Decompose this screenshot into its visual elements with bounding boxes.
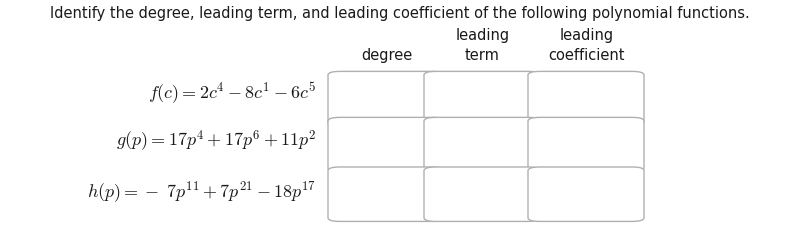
FancyBboxPatch shape [528, 167, 644, 221]
FancyBboxPatch shape [424, 71, 540, 126]
Text: Identify the degree, leading term, and leading coefficient of the following poly: Identify the degree, leading term, and l… [50, 6, 750, 21]
FancyBboxPatch shape [528, 71, 644, 126]
FancyBboxPatch shape [328, 117, 444, 172]
FancyBboxPatch shape [424, 167, 540, 221]
Text: $g(p) = 17p^{4} + 17p^{6} + 11p^{2}$: $g(p) = 17p^{4} + 17p^{6} + 11p^{2}$ [116, 129, 316, 154]
Text: $h(p) = -\ 7p^{11} + 7p^{21} - 18p^{17}$: $h(p) = -\ 7p^{11} + 7p^{21} - 18p^{17}$ [87, 179, 316, 204]
Text: term: term [465, 48, 500, 63]
FancyBboxPatch shape [528, 117, 644, 172]
FancyBboxPatch shape [424, 117, 540, 172]
Text: coefficient: coefficient [548, 48, 625, 63]
Text: leading: leading [559, 28, 614, 43]
FancyBboxPatch shape [328, 71, 444, 126]
Text: leading: leading [455, 28, 510, 43]
Text: degree: degree [361, 48, 412, 63]
FancyBboxPatch shape [328, 167, 444, 221]
Text: $f(c) = 2c^{4} - 8c^{1} - 6c^{5}$: $f(c) = 2c^{4} - 8c^{1} - 6c^{5}$ [148, 81, 316, 106]
